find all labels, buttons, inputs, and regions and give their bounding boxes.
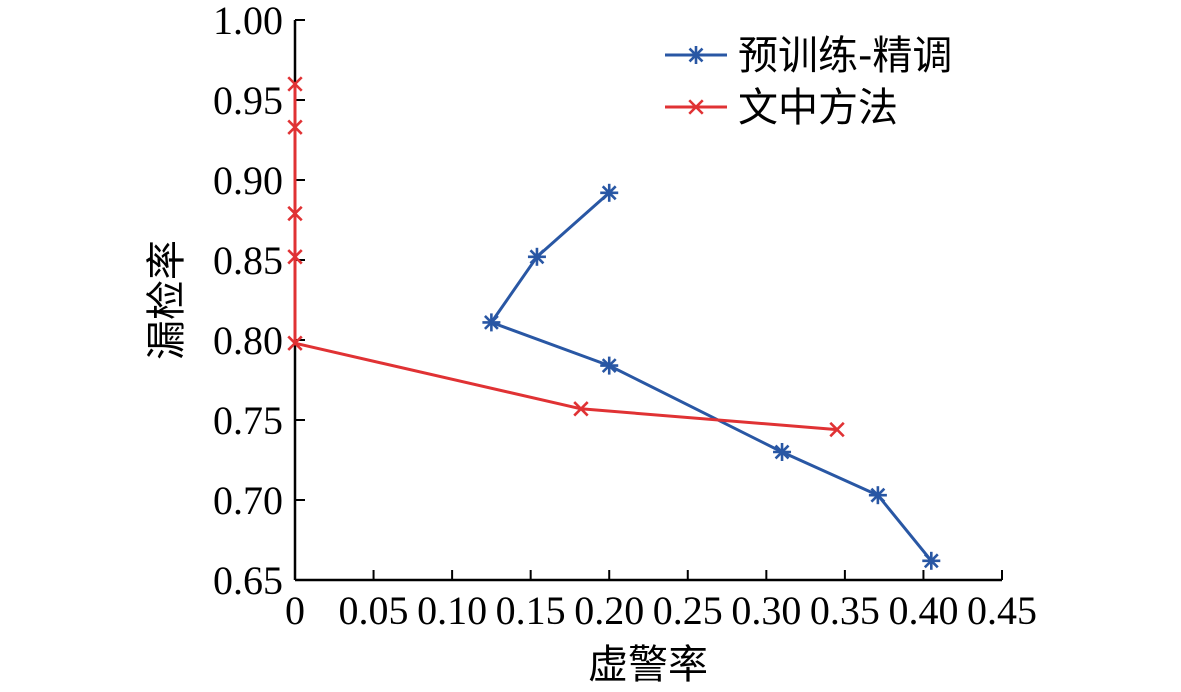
series-layer	[287, 76, 941, 570]
legend-label: 预训练-精调	[738, 33, 952, 79]
data-point	[922, 551, 941, 570]
x-tick-label: 0.40	[888, 588, 958, 633]
series-line	[489, 191, 933, 562]
y-tick-label: 0.80	[213, 318, 283, 363]
y-axis-ticks: 0.65 0.70 0.75 0.80 0.85 0.90 0.95 1.00	[213, 0, 305, 603]
y-tick-label: 1.00	[213, 0, 283, 43]
legend-item-2: 文中方法	[665, 85, 898, 131]
y-tick-label: 0.70	[213, 478, 283, 523]
data-point	[287, 249, 303, 265]
y-axis-label: 漏检率	[144, 240, 190, 360]
series-2	[287, 76, 845, 438]
x-tick-label: 0.45	[967, 588, 1037, 633]
x-axis-label: 虚警率	[588, 642, 708, 688]
y-tick-label: 0.90	[213, 158, 283, 203]
data-point	[287, 205, 303, 222]
x-tick-label: 0.30	[731, 588, 801, 633]
data-point	[287, 335, 303, 351]
data-point	[687, 46, 705, 64]
y-tick-label: 0.75	[213, 398, 283, 443]
x-axis-ticks: 0 0.05 0.10 0.15 0.20 0.25 0.30 0.35 0.40 0.45	[285, 570, 1037, 633]
y-tick-label: 0.65	[213, 558, 283, 603]
data-point	[829, 421, 845, 438]
data-point	[287, 76, 303, 92]
x-tick-label: 0.15	[496, 588, 566, 633]
data-point	[482, 313, 501, 332]
x-tick-label: 0.20	[574, 588, 644, 633]
series-line	[293, 84, 838, 432]
y-tick-label: 0.85	[213, 238, 283, 283]
x-tick-label: 0.05	[339, 588, 409, 633]
series-1	[482, 183, 941, 570]
legend-item-1: 预训练-精调	[665, 33, 952, 79]
x-tick-label: 0.10	[417, 588, 487, 633]
x-tick-label: 0.25	[653, 588, 723, 633]
data-point	[600, 356, 619, 375]
x-tick-label: 0.35	[810, 588, 880, 633]
data-point	[600, 183, 619, 202]
legend-label: 文中方法	[738, 85, 898, 131]
x-tick-label: 0	[285, 588, 305, 633]
data-point	[868, 486, 887, 505]
data-point	[287, 119, 303, 135]
data-point	[773, 443, 792, 461]
y-tick-label: 0.95	[213, 78, 283, 123]
data-point	[573, 401, 589, 417]
data-point	[527, 247, 546, 266]
data-point	[688, 99, 704, 115]
